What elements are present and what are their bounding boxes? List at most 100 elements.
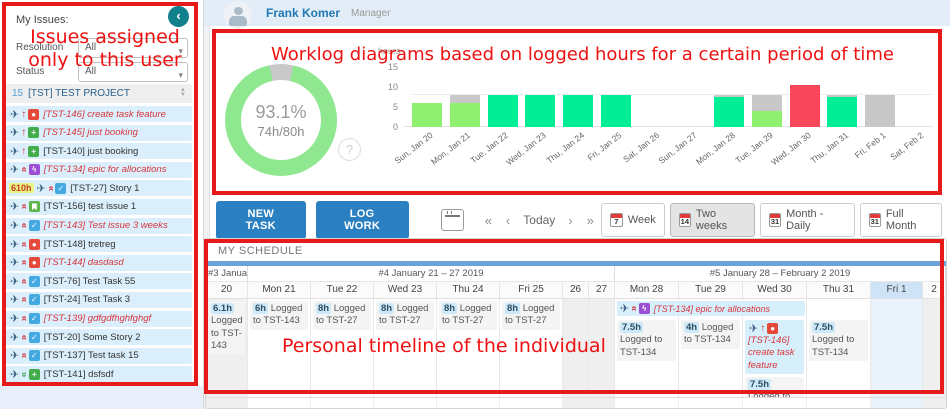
view-label: Week: [627, 214, 656, 226]
worklog-chip[interactable]: 6.1h Logged to TST-143: [208, 301, 245, 355]
schedule-column-tue-29[interactable]: 4h Logged to TST-134: [679, 299, 743, 397]
worklog-chip[interactable]: 4h Logged to TST-134: [681, 320, 740, 349]
panel-divider[interactable]: [203, 0, 210, 409]
worklog-text: Logged to TST-27: [505, 303, 555, 327]
x-tick-label: Fri, Feb 1: [853, 130, 888, 161]
project-group-header[interactable]: 15 [TST] TEST PROJECT ▲ ▼: [6, 84, 192, 103]
issue-row[interactable]: ✈» ● [TST-148] tretreg: [6, 236, 192, 253]
worklog-chip[interactable]: 8h Logged to TST-27: [439, 301, 497, 330]
x-tick-label: Thu, Jan 31: [808, 130, 851, 166]
bar-Wed, Jan 30: Wed, Jan 30: [769, 67, 820, 167]
issue-summary: [TST-76] Test Task 55: [43, 275, 136, 287]
issue-row[interactable]: ✈» [TST-156] test issue 1: [6, 198, 192, 215]
bug-type-icon: ●: [767, 323, 779, 334]
next-period-button[interactable]: »: [586, 212, 594, 228]
schedule-column-mon-21[interactable]: 6h Logged to TST-143: [248, 299, 311, 397]
worklog-chip[interactable]: 8h Logged to TST-27: [502, 301, 560, 330]
issue-summary: [TST-141] dsfsdf: [43, 368, 114, 380]
sort-icon[interactable]: ▲ ▼: [180, 87, 186, 98]
schedule-column-27[interactable]: [589, 299, 615, 397]
collapse-panel-button[interactable]: ‹: [168, 6, 189, 27]
priority-lowest-icon: »: [18, 371, 30, 378]
plane-icon: ✈: [620, 303, 630, 315]
bar-Sun, Jan 20: Sun, Jan 20: [393, 67, 442, 166]
worklog-chip[interactable]: 7.5h Logged to TST-134: [617, 320, 676, 362]
new-task-button[interactable]: NEW TASK: [216, 201, 306, 239]
worklog-chip[interactable]: 8h Logged to TST-27: [376, 301, 434, 330]
schedule-column-fri-25[interactable]: 8h Logged to TST-27: [500, 299, 563, 397]
schedule-column-mon-28[interactable]: 7.5h Logged to TST-134: [615, 299, 679, 397]
day-header-tue-29: Tue 29: [679, 282, 743, 298]
issue-row[interactable]: ✈» ✓ [TST-143] Test issue 3 weeks: [6, 217, 192, 234]
today-button[interactable]: Today: [523, 213, 556, 227]
help-icon[interactable]: ?: [338, 138, 361, 161]
bar-Thu, Jan 31: Thu, Jan 31: [809, 67, 858, 166]
issue-row[interactable]: ✈» ✓ [TST-137] Test task 15: [6, 347, 192, 364]
schedule-column-thu-24[interactable]: 8h Logged to TST-27: [437, 299, 500, 397]
bar-segment-logged-green: [487, 95, 518, 127]
view-button-week[interactable]: 7 Week: [600, 203, 665, 237]
worklog-text: Logged to TST-134: [748, 391, 791, 397]
x-tick-label: Mon, Jan 21: [429, 130, 473, 167]
view-button-two-weeks[interactable]: 14 Two weeks: [669, 203, 755, 237]
issue-row[interactable]: ✈ ↑ + [TST-140] just booking: [6, 143, 192, 160]
resolution-label: Resolution: [16, 42, 64, 53]
calendar-icon[interactable]: [440, 209, 464, 231]
log-work-button[interactable]: LOG WORK: [315, 201, 409, 239]
schedule-column-tue-22[interactable]: 8h Logged to TST-27: [311, 299, 374, 397]
issue-row[interactable]: ✈» ϟ [TST-134] epic for allocations: [6, 161, 192, 178]
worklog-text: Logged to TST-27: [379, 303, 429, 327]
schedule-column-fri-1[interactable]: [871, 299, 923, 397]
next-row-cell: [615, 398, 679, 408]
day-header-mon-28: Mon 28: [615, 282, 679, 298]
worklog-chip[interactable]: 6h Logged to TST-143: [250, 301, 308, 330]
issue-row[interactable]: ✈» ● [TST-144] dasdasd: [6, 254, 192, 271]
worklog-chip[interactable]: 7.5h Logged to TST-134: [809, 320, 868, 362]
worklog-hours: 6.1h: [211, 303, 235, 314]
schedule-column-20[interactable]: 6.1h Logged to TST-143: [206, 299, 248, 397]
issue-row[interactable]: ✈» ✓ [TST-76] Test Task 55: [6, 273, 192, 290]
chevron-left-icon: ‹: [176, 8, 181, 23]
view-label: Full Month: [885, 208, 917, 232]
plane-icon: ✈: [10, 201, 20, 214]
allocation-bar-tst-134[interactable]: ✈» ϟ [TST-134] epic for allocations: [617, 301, 805, 316]
next-row-cell: [807, 398, 871, 408]
issue-summary: [TST-156] test issue 1: [43, 201, 137, 213]
prev-button[interactable]: ‹: [505, 212, 511, 228]
prev-period-button[interactable]: «: [484, 212, 492, 228]
view-label: Two weeks: [695, 208, 728, 232]
schedule-next-row: [206, 397, 946, 408]
schedule-column-2[interactable]: [923, 299, 946, 397]
worklog-chip[interactable]: 7.5h Logged to TST-134: [745, 377, 804, 397]
next-button[interactable]: ›: [568, 212, 573, 228]
schedule-column-wed-30[interactable]: ✈ ↑ ● [TST-146] create task feature 7.5h Log…: [743, 299, 807, 397]
issue-row[interactable]: ✈» ✓ [TST-20] Some Story 2: [6, 329, 192, 346]
worklog-hours: 6h: [253, 303, 269, 314]
status-select[interactable]: All ▾: [78, 62, 188, 82]
epic-type-icon: ϟ: [638, 303, 650, 314]
issue-row[interactable]: ✈ ↑ ● [TST-146] create task feature: [6, 106, 192, 122]
task-type-icon: ✓: [28, 220, 40, 232]
issue-row[interactable]: ✈» ✓ [TST-139] gdfgdfhghfghgf: [6, 310, 192, 327]
next-row-cell: [374, 398, 437, 408]
issue-row[interactable]: 610h ✈» ✓ [TST-27] Story 1: [6, 180, 192, 197]
schedule-column-wed-23[interactable]: 8h Logged to TST-27: [374, 299, 437, 397]
view-button-month-daily[interactable]: 31 Month - Daily: [759, 203, 855, 237]
x-tick-label: Wed, Jan 30: [768, 130, 813, 168]
priority-highest-icon: »: [18, 278, 30, 285]
worklog-chip[interactable]: 8h Logged to TST-27: [313, 301, 371, 330]
day-header-thu-24: Thu 24: [437, 282, 500, 298]
day-header-tue-22: Tue 22: [311, 282, 374, 298]
issue-row[interactable]: ✈» ✓ [TST-24] Test Task 3: [6, 291, 192, 308]
schedule-column-thu-31[interactable]: 7.5h Logged to TST-134: [807, 299, 871, 397]
task-card-text: [TST-146] create task feature: [748, 335, 795, 371]
resolution-select[interactable]: All ▾: [78, 38, 188, 58]
worklog-text: Logged to TST-27: [316, 303, 366, 327]
schedule-column-26[interactable]: [563, 299, 589, 397]
task-card-tst-146[interactable]: ✈ ↑ ● [TST-146] create task feature: [745, 320, 804, 375]
view-button-full-month[interactable]: 31 Full Month: [859, 203, 943, 237]
bar-Fri, Jan 25: Fri, Jan 25: [586, 67, 631, 163]
issue-row[interactable]: ✈ ↑ + [TST-145] just booking: [6, 124, 192, 141]
next-row-cell: [589, 398, 615, 408]
issue-row[interactable]: ✈» + [TST-141] dsfsdf: [6, 366, 192, 383]
